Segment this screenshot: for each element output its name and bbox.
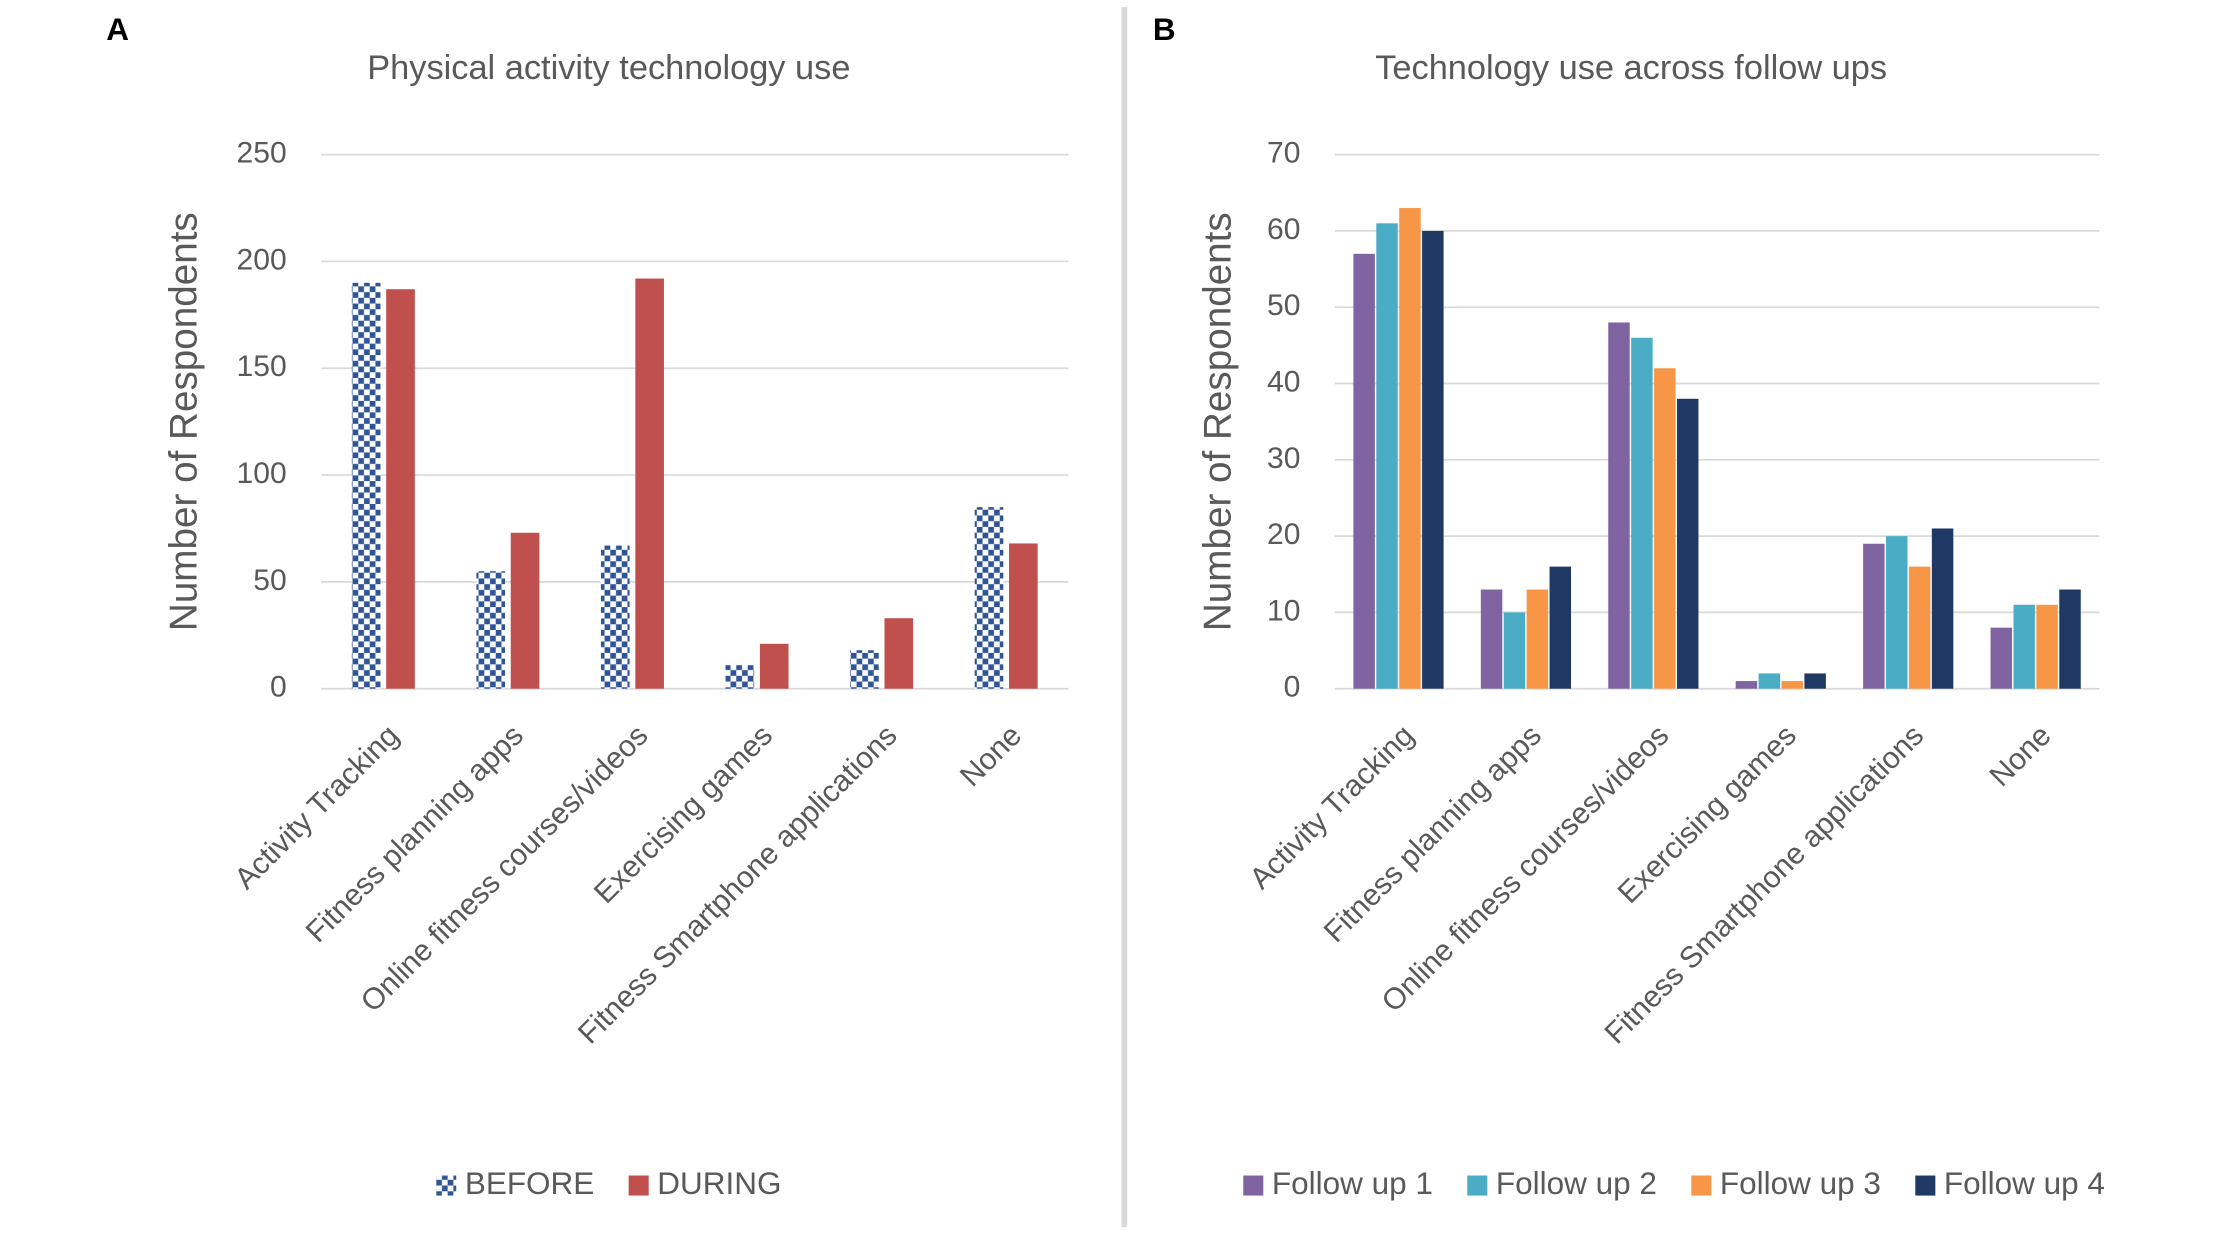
bar xyxy=(1931,528,1954,689)
legend-label: Follow up 2 xyxy=(1496,1165,1657,1201)
bar xyxy=(2013,604,2035,689)
y-tick-label: 150 xyxy=(237,350,287,383)
y-tick-label: 50 xyxy=(253,564,286,597)
panel-label: A xyxy=(106,11,129,47)
bar xyxy=(1863,543,1885,689)
bar xyxy=(725,665,755,689)
panel-label: B xyxy=(1153,11,1176,47)
y-tick-label: 0 xyxy=(270,671,287,704)
bar xyxy=(1608,322,1630,689)
bar xyxy=(600,545,630,689)
y-tick-label: 20 xyxy=(1267,518,1300,551)
bar xyxy=(1758,673,1781,689)
legend-label: DURING xyxy=(657,1165,781,1201)
bar xyxy=(1908,566,1931,689)
y-tick-label: 70 xyxy=(1267,137,1300,170)
y-axis-label: Number of Respondents xyxy=(1196,212,1239,631)
legend-swatch xyxy=(1467,1175,1488,1196)
x-tick-label: None xyxy=(954,719,1028,793)
bar xyxy=(1009,543,1038,689)
bar xyxy=(1526,589,1549,689)
bar xyxy=(1990,627,2013,689)
bar xyxy=(510,532,540,689)
y-tick-label: 50 xyxy=(1267,289,1300,322)
bar xyxy=(1654,368,1676,689)
bar xyxy=(1886,536,1908,689)
legend-swatch xyxy=(436,1175,457,1196)
y-axis-label: Number of Respondents xyxy=(163,212,206,631)
legend-label: Follow up 1 xyxy=(1272,1165,1433,1201)
legend-label: Follow up 4 xyxy=(1944,1165,2105,1201)
legend-swatch xyxy=(1915,1175,1936,1196)
bar xyxy=(1549,566,1572,689)
legend-swatch xyxy=(628,1175,649,1196)
bar xyxy=(1804,673,1826,689)
bar xyxy=(1376,223,1398,689)
legend: Follow up 1 Follow up 2 Follow up 3 Follow … xyxy=(1243,1165,2105,1201)
bar xyxy=(850,650,879,689)
bar xyxy=(1503,612,1526,689)
x-tick-label: Fitness planning apps xyxy=(300,719,530,949)
chart-title: Physical activity technology use xyxy=(367,49,850,87)
bar xyxy=(1353,253,1375,689)
y-tick-label: 60 xyxy=(1267,213,1300,246)
y-tick-label: 10 xyxy=(1267,594,1300,627)
bar xyxy=(759,643,789,689)
y-tick-label: 100 xyxy=(237,457,287,490)
x-tick-label: None xyxy=(1984,719,2058,793)
legend: BEFORE DURING xyxy=(436,1165,781,1201)
bar xyxy=(1422,230,1444,689)
bar xyxy=(1735,681,1758,689)
bar xyxy=(1480,589,1503,689)
bar xyxy=(1631,337,1653,689)
bar xyxy=(2036,604,2058,689)
bar xyxy=(476,571,506,689)
y-tick-label: 30 xyxy=(1267,442,1300,475)
bar xyxy=(884,618,914,689)
legend-label: BEFORE xyxy=(465,1165,594,1201)
bar xyxy=(351,282,381,689)
bar xyxy=(1399,208,1421,689)
bar xyxy=(1781,681,1803,689)
y-tick-label: 0 xyxy=(1284,671,1301,704)
legend-label: Follow up 3 xyxy=(1720,1165,1881,1201)
y-tick-label: 250 xyxy=(237,137,287,170)
bar xyxy=(635,278,664,689)
chart-title: Technology use across follow ups xyxy=(1375,49,1887,87)
legend-swatch xyxy=(1243,1175,1264,1196)
bar xyxy=(2059,589,2081,689)
x-tick-label: Fitness planning apps xyxy=(1318,719,1548,949)
bar xyxy=(974,507,1004,689)
y-tick-label: 40 xyxy=(1267,365,1300,398)
y-tick-label: 200 xyxy=(237,243,287,276)
bar xyxy=(1676,398,1699,689)
legend-swatch xyxy=(1691,1175,1712,1196)
bar xyxy=(386,289,415,689)
